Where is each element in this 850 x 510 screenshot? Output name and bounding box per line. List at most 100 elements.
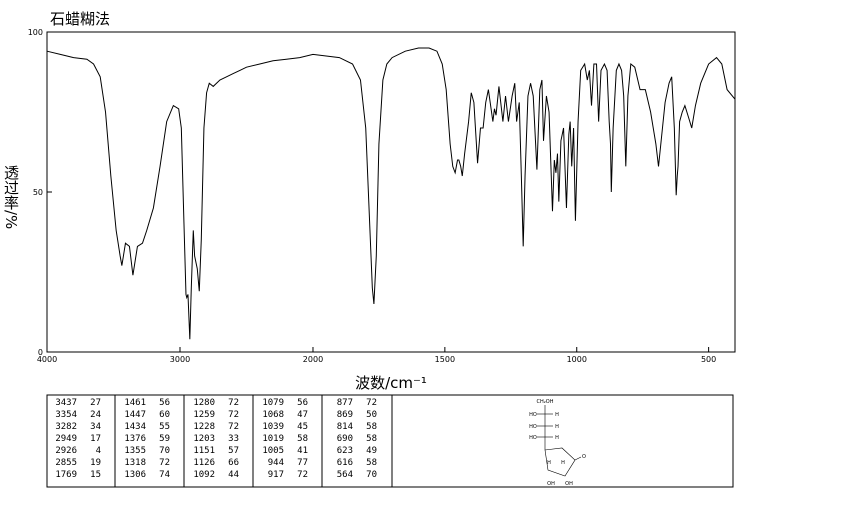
- peak-wavenumber: 623: [337, 446, 353, 456]
- peak-wavenumber: 2949: [55, 434, 77, 444]
- peak-transmittance: 24: [90, 410, 101, 420]
- peak-wavenumber: 877: [337, 398, 353, 408]
- structure-label: OH: [565, 481, 573, 487]
- peak-transmittance: 58: [366, 458, 377, 468]
- peak-wavenumber: 1280: [193, 398, 215, 408]
- peak-wavenumber: 1355: [124, 446, 146, 456]
- peak-wavenumber: 1151: [193, 446, 215, 456]
- peak-wavenumber: 917: [268, 470, 284, 480]
- peak-wavenumber: 3354: [55, 410, 77, 420]
- peak-transmittance: 33: [228, 434, 239, 444]
- peak-wavenumber: 690: [337, 434, 353, 444]
- x-tick-label: 2000: [303, 355, 323, 364]
- peak-wavenumber: 616: [337, 458, 353, 468]
- plot-frame: [46, 31, 736, 353]
- y-tick-label: 100: [28, 28, 43, 37]
- structure-bonds: [537, 405, 582, 477]
- peak-wavenumber: 2926: [55, 446, 77, 456]
- y-axis-label: 透过率/%: [2, 165, 20, 230]
- peak-transmittance: 27: [90, 398, 101, 408]
- peak-transmittance: 66: [228, 458, 239, 468]
- peak-wavenumber: 1092: [193, 470, 215, 480]
- x-tick-label: 1500: [435, 355, 455, 364]
- structure-label: O: [582, 454, 586, 460]
- peak-wavenumber: 1318: [124, 458, 146, 468]
- structure-label: OH: [547, 481, 555, 487]
- x-tick-label: 4000: [37, 355, 57, 364]
- structure-frame: [391, 394, 734, 488]
- structure-label: H: [555, 412, 559, 418]
- structure-label: H: [561, 460, 565, 466]
- structure-label: HO: [529, 412, 537, 418]
- peak-transmittance: 49: [366, 446, 377, 456]
- structure-label: H: [555, 435, 559, 441]
- peak-wavenumber: 1228: [193, 422, 215, 432]
- peak-transmittance: 50: [366, 410, 377, 420]
- x-tick-label: 1000: [567, 355, 587, 364]
- peak-transmittance: 59: [159, 434, 170, 444]
- peak-transmittance: 58: [366, 434, 377, 444]
- peak-wavenumber: 1434: [124, 422, 146, 432]
- peak-transmittance: 47: [297, 410, 308, 420]
- peak-transmittance: 72: [228, 410, 239, 420]
- peak-wavenumber: 1259: [193, 410, 215, 420]
- peak-transmittance: 72: [297, 470, 308, 480]
- peak-transmittance: 57: [228, 446, 239, 456]
- peak-transmittance: 17: [90, 434, 101, 444]
- peak-transmittance: 4: [96, 446, 101, 456]
- peak-wavenumber: 2855: [55, 458, 77, 468]
- peak-transmittance: 58: [297, 434, 308, 444]
- x-tick-label: 3000: [170, 355, 190, 364]
- peak-transmittance: 44: [228, 470, 239, 480]
- peak-transmittance: 60: [159, 410, 170, 420]
- peak-wavenumber: 1376: [124, 434, 146, 444]
- peak-transmittance: 58: [366, 422, 377, 432]
- peak-wavenumber: 944: [268, 458, 284, 468]
- structure-label: H: [555, 424, 559, 430]
- peak-wavenumber: 1306: [124, 470, 146, 480]
- peak-wavenumber: 1005: [262, 446, 284, 456]
- peak-transmittance: 70: [366, 470, 377, 480]
- peak-wavenumber: 564: [337, 470, 353, 480]
- peak-wavenumber: 1126: [193, 458, 215, 468]
- y-tick-label: 0: [38, 348, 43, 357]
- peak-wavenumber: 3437: [55, 398, 77, 408]
- peak-wavenumber: 1447: [124, 410, 146, 420]
- structure-label: CH₂OH: [537, 399, 554, 405]
- peak-transmittance: 56: [159, 398, 170, 408]
- peak-transmittance: 72: [228, 398, 239, 408]
- peak-wavenumber: 1079: [262, 398, 284, 408]
- peak-wavenumber: 1461: [124, 398, 146, 408]
- y-tick-label: 50: [33, 188, 43, 197]
- structure-label: HO: [529, 435, 537, 441]
- peak-transmittance: 70: [159, 446, 170, 456]
- peak-transmittance: 41: [297, 446, 308, 456]
- peak-transmittance: 72: [228, 422, 239, 432]
- peak-transmittance: 19: [90, 458, 101, 468]
- peak-wavenumber: 1019: [262, 434, 284, 444]
- peak-transmittance: 74: [159, 470, 170, 480]
- peak-transmittance: 34: [90, 422, 101, 432]
- x-axis-label: 波数/cm⁻¹: [355, 374, 427, 392]
- peak-transmittance: 55: [159, 422, 170, 432]
- peak-wavenumber: 3282: [55, 422, 77, 432]
- peak-transmittance: 72: [159, 458, 170, 468]
- peak-transmittance: 15: [90, 470, 101, 480]
- peak-wavenumber: 1068: [262, 410, 284, 420]
- peak-wavenumber: 1203: [193, 434, 215, 444]
- peak-wavenumber: 1039: [262, 422, 284, 432]
- x-tick-label: 500: [701, 355, 716, 364]
- structure-label: HO: [529, 424, 537, 430]
- chart-title: 石蜡糊法: [50, 10, 110, 28]
- spectrum-line: [46, 47, 736, 340]
- peak-transmittance: 56: [297, 398, 308, 408]
- structure-label: H: [547, 460, 551, 466]
- peak-wavenumber: 814: [337, 422, 353, 432]
- peak-wavenumber: 869: [337, 410, 353, 420]
- peak-transmittance: 45: [297, 422, 308, 432]
- peak-transmittance: 72: [366, 398, 377, 408]
- peak-wavenumber: 1769: [55, 470, 77, 480]
- peak-transmittance: 77: [297, 458, 308, 468]
